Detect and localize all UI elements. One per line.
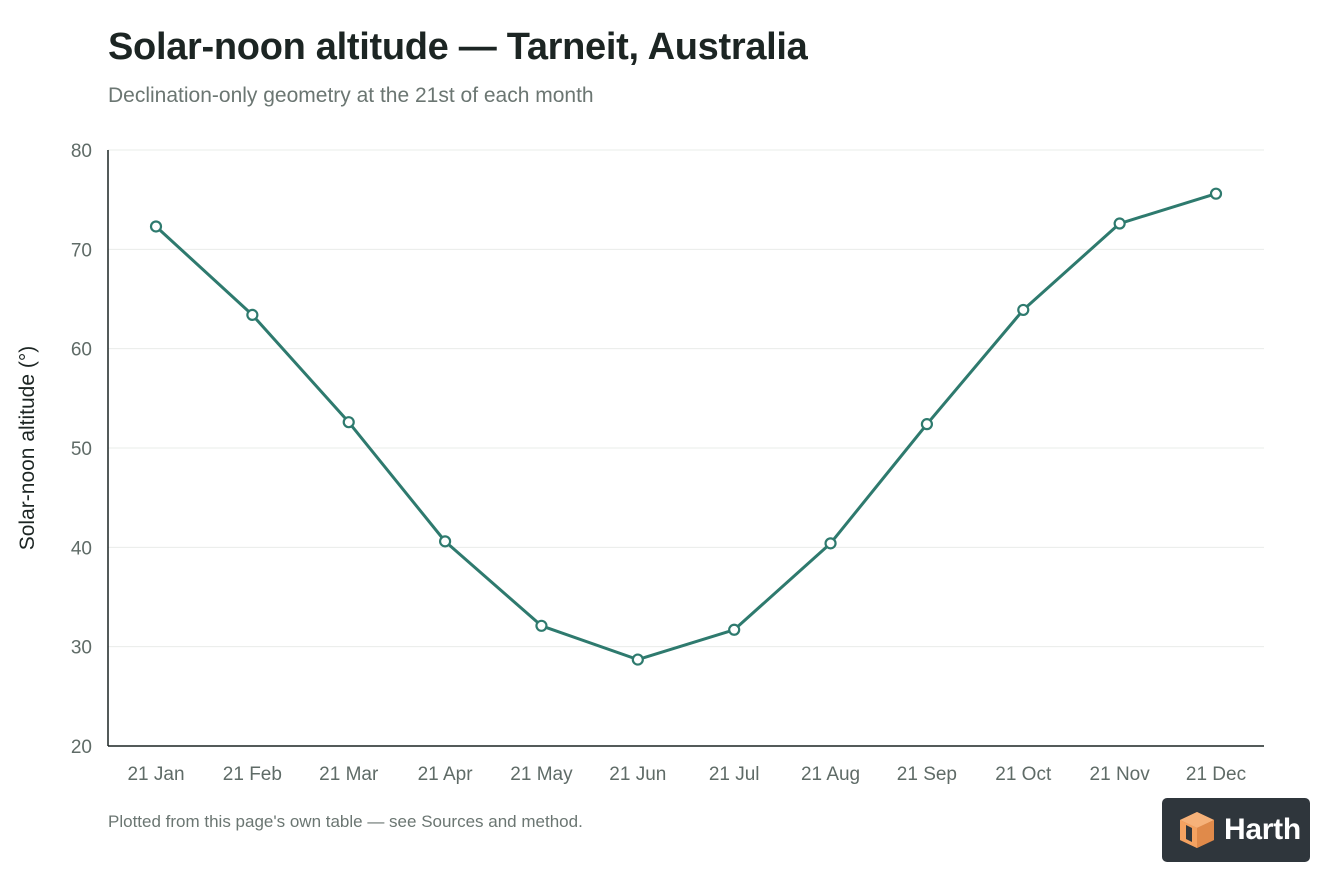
x-tick-label-7: 21 Aug [801, 764, 860, 785]
x-tick-label-11: 21 Dec [1186, 764, 1246, 785]
chart-title: Solar-noon altitude — Tarneit, Australia [108, 26, 808, 68]
data-point-5 [631, 653, 644, 666]
x-tick-label-1: 21 Feb [223, 764, 282, 785]
chart-footnote: Plotted from this page's own table — see… [108, 812, 583, 831]
data-point-1 [246, 308, 259, 321]
x-tick-label-3: 21 Apr [418, 764, 474, 785]
x-tick-label-0: 21 Jan [127, 764, 184, 785]
x-tick-label-4: 21 May [510, 764, 573, 785]
x-tick-label-2: 21 Mar [319, 764, 379, 785]
chart-subtitle: Declination-only geometry at the 21st of… [108, 84, 594, 107]
data-point-11 [1209, 187, 1223, 200]
x-tick-label-5: 21 Jun [609, 764, 666, 785]
data-point-4 [535, 619, 548, 632]
data-point-8 [920, 418, 934, 431]
y-axis-label: Solar-noon altitude (°) [16, 346, 39, 551]
x-tick-label-6: 21 Jul [709, 764, 760, 785]
data-point-7 [824, 537, 837, 550]
y-tick-label-80: 80 [71, 141, 92, 162]
data-point-0 [149, 220, 163, 233]
brand-logo[interactable]: Harth [1162, 798, 1310, 862]
y-tick-label-30: 30 [71, 638, 92, 659]
y-tick-label-20: 20 [71, 737, 92, 758]
series-line-0 [154, 192, 1217, 662]
data-point-3 [438, 535, 452, 548]
y-tick-label-70: 70 [71, 240, 92, 261]
data-point-2 [342, 416, 355, 429]
y-tick-label-40: 40 [71, 538, 92, 559]
data-point-6 [728, 623, 741, 636]
y-tick-labels: 20 30 40 50 60 70 80 [71, 141, 92, 758]
brand-name: Harth [1224, 813, 1301, 846]
x-tick-label-9: 21 Oct [995, 764, 1052, 785]
data-point-10 [1113, 217, 1126, 230]
cube-logo-icon [1180, 812, 1214, 848]
axes [107, 150, 1264, 747]
x-tick-labels: 21 Jan 21 Feb 21 Mar 21 Apr 21 May 21 Jun 21 J… [127, 764, 1246, 785]
gridlines [108, 149, 1264, 648]
x-tick-label-10: 21 Nov [1090, 764, 1151, 785]
series-group [149, 187, 1223, 666]
y-tick-label-50: 50 [71, 439, 92, 460]
data-point-9 [1017, 303, 1030, 317]
y-tick-label-60: 60 [71, 340, 92, 361]
x-tick-label-8: 21 Sep [897, 764, 957, 785]
